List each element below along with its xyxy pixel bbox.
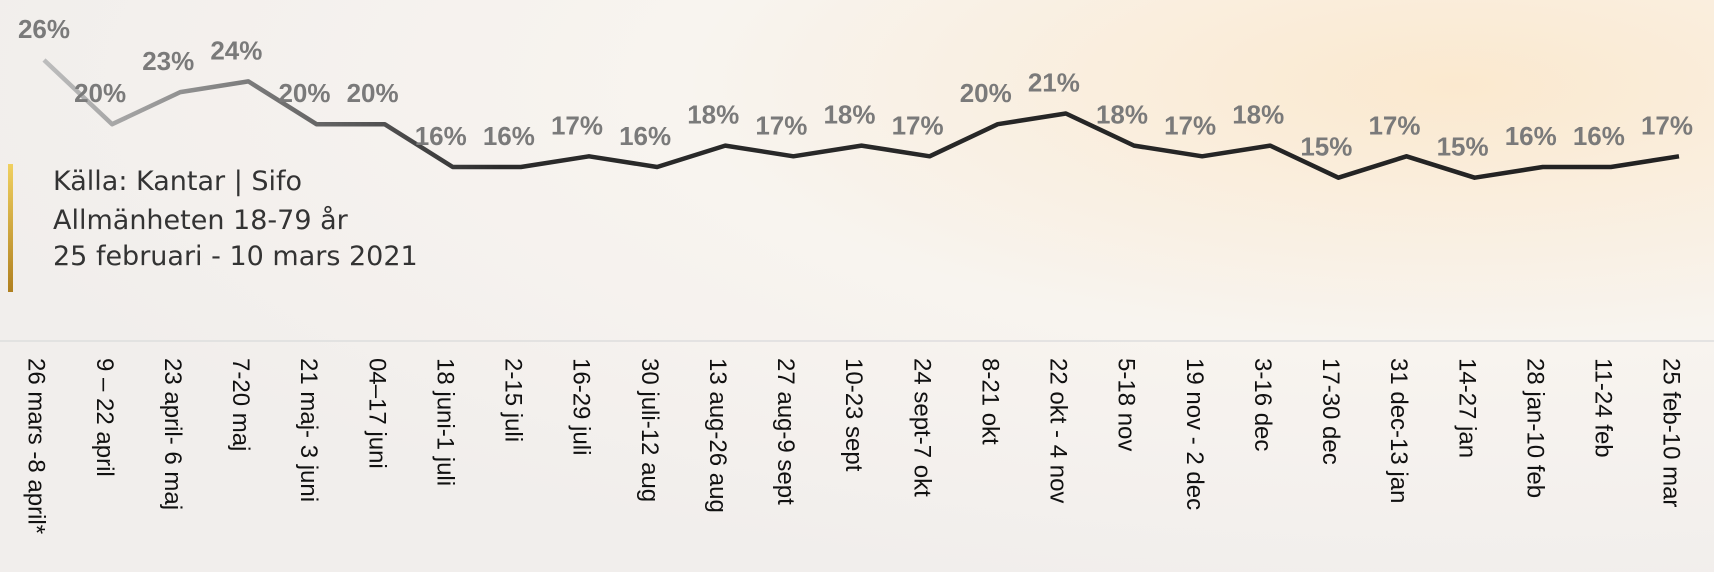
x-tick-label: 25 feb-10 mar — [1658, 358, 1685, 507]
x-tick-label: 27 aug-9 sept — [772, 358, 799, 505]
x-tick-label: 04–17 juni — [363, 358, 390, 469]
x-tick-label: 7-20 maj — [227, 358, 254, 451]
value-label: 16% — [415, 121, 467, 151]
source-note: Allmänheten 18-79 år — [53, 205, 349, 236]
value-label: 20% — [278, 78, 330, 108]
value-label: 21% — [1028, 68, 1080, 98]
value-label: 23% — [142, 46, 194, 76]
value-label: 16% — [483, 121, 535, 151]
x-tick-label: 31 dec-13 jan — [1385, 358, 1412, 503]
value-label: 20% — [74, 78, 126, 108]
value-label: 15% — [1300, 132, 1352, 162]
chart: Källa: Kantar | Sifo Allmänheten 18-79 å… — [0, 0, 1714, 572]
value-label: 16% — [1505, 121, 1557, 151]
value-label: 18% — [1232, 100, 1284, 130]
x-tick-label: 28 jan-10 feb — [1521, 358, 1548, 498]
x-tick-label: 13 aug-26 aug — [704, 358, 731, 513]
accent-bar — [8, 164, 13, 292]
value-label: 17% — [892, 110, 944, 140]
x-tick-label: 24 sept-7 okt — [908, 358, 935, 497]
source-note: Källa: Kantar | Sifo — [53, 166, 302, 197]
value-label: 17% — [551, 110, 603, 140]
x-tick-label: 10-23 sept — [840, 358, 867, 472]
value-label: 26% — [18, 14, 70, 44]
x-tick-label: 17-30 dec — [1317, 358, 1344, 465]
x-tick-label: 2-15 juli — [500, 358, 527, 442]
x-tick-label: 9 – 22 april — [91, 358, 118, 477]
source-note: 25 februari - 10 mars 2021 — [53, 241, 418, 272]
value-label: 17% — [1641, 110, 1693, 140]
x-tick-label: 8-21 okt — [976, 358, 1003, 445]
x-tick-label: 21 maj- 3 juni — [295, 358, 322, 502]
value-label: 20% — [347, 78, 399, 108]
value-label: 17% — [1164, 110, 1216, 140]
page: {"chart_data": {"type": "line", "notes":… — [0, 0, 1714, 572]
value-label: 16% — [1573, 121, 1625, 151]
value-label: 18% — [1096, 100, 1148, 130]
value-label: 16% — [619, 121, 671, 151]
x-tick-label: 14-27 jan — [1453, 358, 1480, 458]
value-label: 17% — [1368, 110, 1420, 140]
value-label: 18% — [687, 100, 739, 130]
x-tick-label: 16-29 juli — [568, 358, 595, 455]
value-label: 15% — [1437, 132, 1489, 162]
value-label: 18% — [823, 100, 875, 130]
x-tick-label: 5-18 nov — [1113, 358, 1140, 451]
value-label: 17% — [755, 110, 807, 140]
value-label: 20% — [960, 78, 1012, 108]
x-tick-label: 3-16 dec — [1249, 358, 1276, 451]
x-tick-label: 30 juli-12 aug — [636, 358, 663, 502]
x-tick-label: 23 april- 6 maj — [159, 358, 186, 510]
x-tick-label: 19 nov - 2 dec — [1181, 358, 1208, 510]
x-tick-label: 22 okt - 4 nov — [1045, 358, 1072, 503]
value-label: 24% — [210, 35, 262, 65]
x-tick-label: 18 juni-1 juli — [431, 358, 458, 486]
x-tick-label: 26 mars -8 april* — [23, 358, 50, 534]
x-tick-label: 11-24 feb — [1590, 358, 1617, 458]
